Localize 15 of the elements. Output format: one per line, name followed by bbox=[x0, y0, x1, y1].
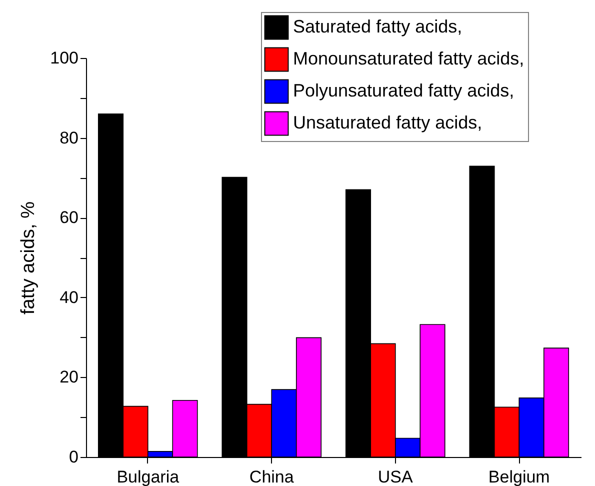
x-tick-label: USA bbox=[378, 468, 414, 486]
legend-label: Saturated fatty acids, bbox=[293, 16, 462, 36]
y-tick-label: 20 bbox=[60, 368, 78, 387]
legend-label: Monounsaturated fatty acids, bbox=[293, 48, 524, 68]
y-axis-title: fatty acids, % bbox=[18, 201, 40, 314]
y-tick-label: 40 bbox=[60, 288, 78, 307]
y-tick-label: 60 bbox=[60, 208, 78, 228]
x-tick-label: China bbox=[249, 468, 294, 486]
legend-label: Polyunsaturated fatty acids, bbox=[293, 80, 514, 100]
y-tick-label: 0 bbox=[69, 448, 78, 466]
x-tick-label: Bulgaria bbox=[116, 468, 180, 486]
y-tick-label: 80 bbox=[60, 128, 78, 148]
x-tick-label: Belgium bbox=[488, 468, 550, 486]
legend-label: Unsaturated fatty acids, bbox=[293, 112, 482, 132]
y-tick-label: 100 bbox=[50, 48, 78, 68]
